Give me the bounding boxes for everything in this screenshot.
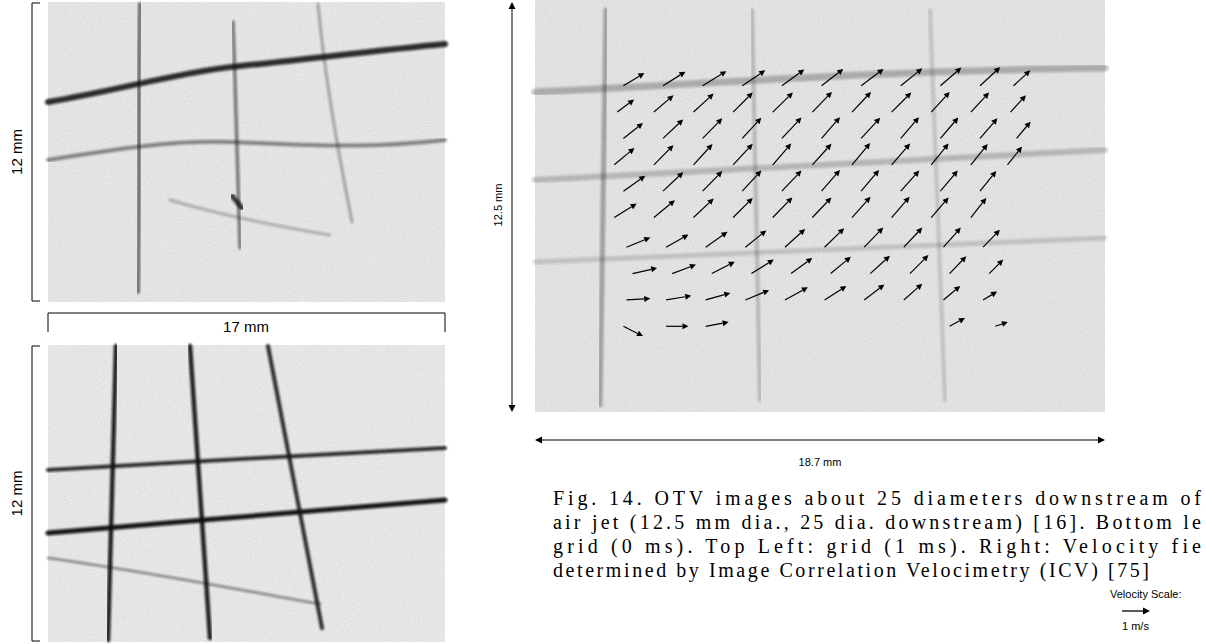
svg-text:determined by Image Correlatio: determined by Image Correlation Velocime… — [553, 559, 1149, 582]
svg-text:Fig. 14. OTV images about 25 d: Fig. 14. OTV images about 25 diameters d… — [553, 487, 1201, 510]
svg-text:grid (0 ms). Top Left: grid (1: grid (0 ms). Top Left: grid (1 ms). Righ… — [553, 535, 1201, 558]
svg-text:12.5 mm: 12.5 mm — [492, 184, 504, 227]
svg-text:Velocity Scale:: Velocity Scale: — [1110, 588, 1182, 600]
svg-text:1 m/s: 1 m/s — [1122, 620, 1149, 632]
svg-text:17 mm: 17 mm — [223, 318, 269, 335]
svg-text:12 mm: 12 mm — [8, 129, 25, 175]
svg-text:18.7 mm: 18.7 mm — [799, 456, 842, 468]
svg-text:12 mm: 12 mm — [8, 471, 25, 517]
svg-text:air jet (12.5 mm dia., 25 dia.: air jet (12.5 mm dia., 25 dia. downstrea… — [553, 511, 1201, 534]
